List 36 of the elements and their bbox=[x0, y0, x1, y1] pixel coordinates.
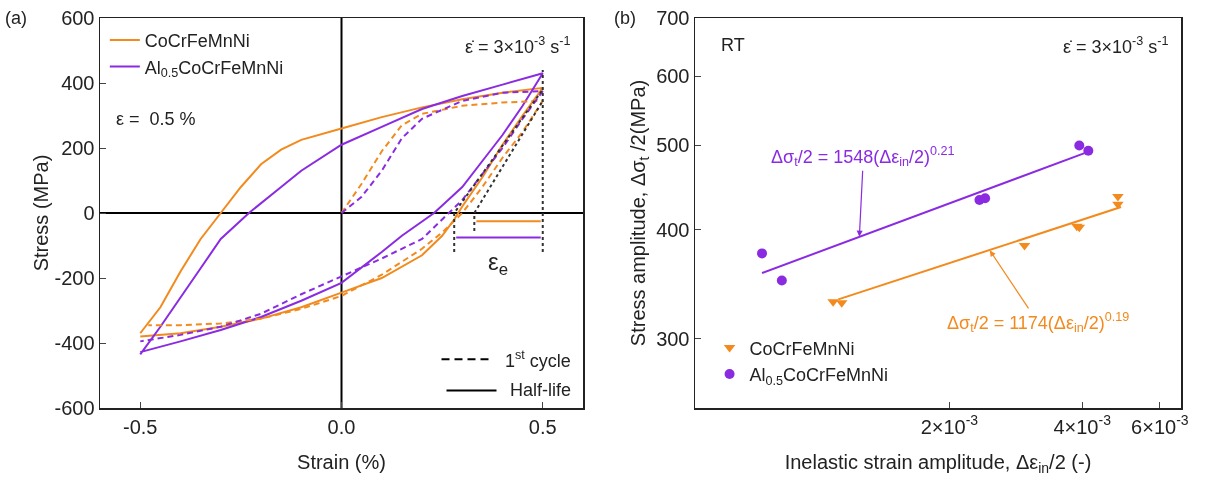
y-tick-label: 600 bbox=[61, 7, 95, 29]
x-tick-label: 6×10$^{-3}$ bbox=[1131, 412, 1189, 438]
text: (b) bbox=[614, 8, 636, 28]
y-tick-label: -200 bbox=[54, 267, 95, 289]
annotation: ε̇ = 3×10$^{-3}$ s$^{-1}$ bbox=[465, 34, 571, 57]
x-tick-label: 2×10$^{-3}$ bbox=[920, 412, 979, 438]
x-axis-title: Inelastic strain amplitude, Δε$_{in}$/2 (-) bbox=[784, 450, 1092, 476]
y-tick-label: -600 bbox=[54, 397, 95, 419]
annotation: Δσ$_{t}$/2 = 1174(Δε$_{in}$/2)$^{0.19}$ bbox=[947, 310, 1130, 336]
legend-label: CoCrFeMnNi bbox=[144, 31, 250, 52]
x-tick-label: 4×10$^{-3}$ bbox=[1053, 412, 1112, 438]
y-tick-label: 500 bbox=[656, 134, 690, 157]
y-tick-label: 300 bbox=[656, 327, 690, 350]
annotation: Half-life bbox=[510, 380, 572, 400]
annotation: Δσ$_{t}$/2 = 1548(Δε$_{in}$/2)$^{0.21}$ bbox=[771, 144, 955, 170]
y-tick-label: -400 bbox=[54, 332, 95, 354]
y-axis-title: Stress (MPa) bbox=[30, 154, 53, 272]
y-tick-label: 400 bbox=[656, 218, 690, 241]
x-axis-title: Strain (%) bbox=[297, 450, 386, 473]
y-tick-label: 700 bbox=[656, 7, 690, 29]
x-tick-label: -0.5 bbox=[123, 415, 158, 438]
legend-label: Al$_{0.5}$CoCrFeMnNi bbox=[144, 57, 284, 81]
y-tick-label: 600 bbox=[656, 65, 690, 88]
legend-label: CoCrFeMnNi bbox=[749, 338, 855, 359]
y-tick-label: 200 bbox=[61, 137, 95, 159]
y-tick-label: 0 bbox=[83, 202, 95, 224]
x-tick-label: 0.5 bbox=[528, 415, 557, 438]
annotation: ε = 0.5 % bbox=[116, 109, 196, 129]
x-tick-label: 0.0 bbox=[327, 415, 356, 438]
annotation: RT bbox=[721, 35, 745, 55]
annotation: ε$_{e}$ bbox=[488, 248, 509, 280]
annotation: 1$^{st}$ cycle bbox=[505, 348, 571, 371]
y-tick-label: 400 bbox=[61, 72, 95, 94]
legend-label: Al$_{0.5}$CoCrFeMnNi bbox=[749, 365, 889, 388]
text: (a) bbox=[5, 8, 27, 28]
annotation: ε̇ = 3×10$^{-3}$ s$^{-1}$ bbox=[1063, 34, 1169, 57]
